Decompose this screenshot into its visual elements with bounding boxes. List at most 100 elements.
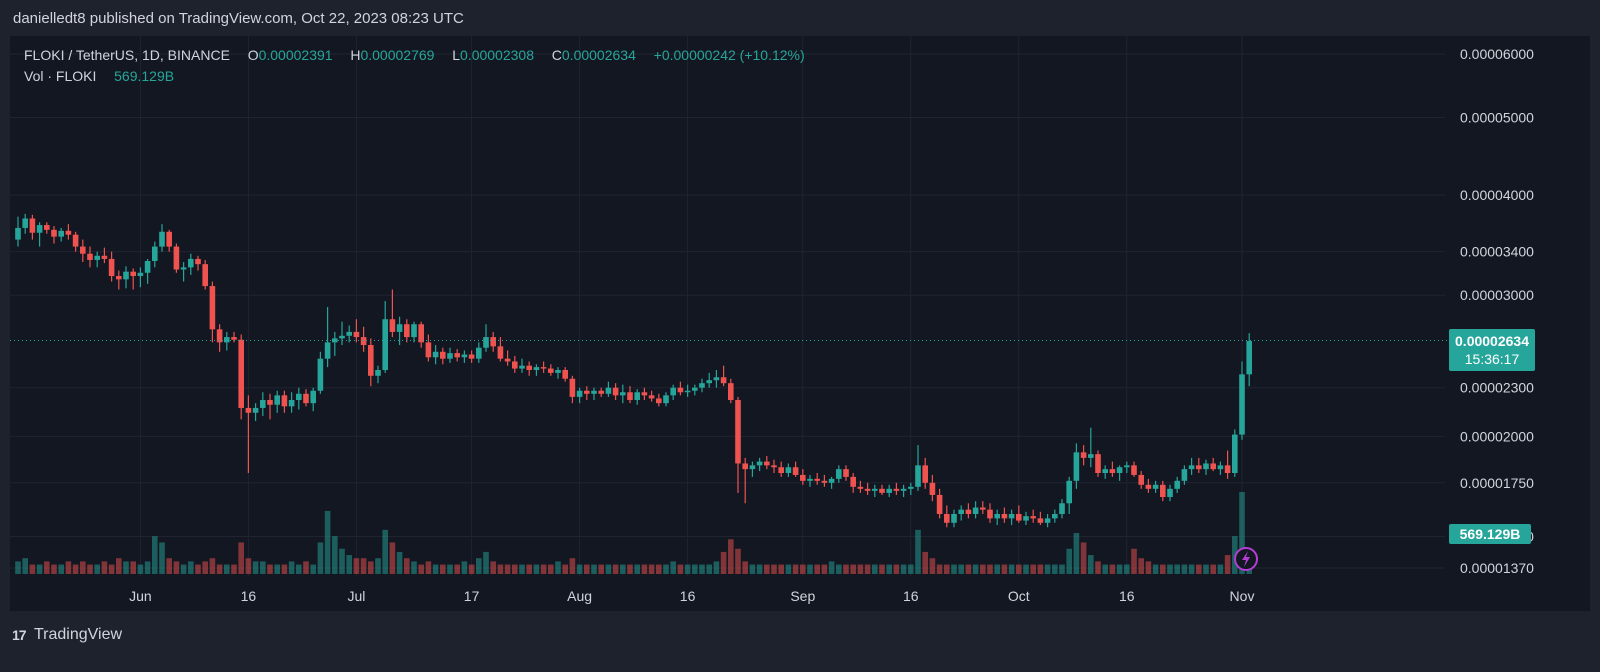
volume-bar xyxy=(814,564,820,574)
candle xyxy=(195,255,201,271)
candle xyxy=(332,331,338,356)
candle xyxy=(598,387,604,397)
candle xyxy=(965,503,972,519)
candle xyxy=(972,501,979,519)
candle xyxy=(699,378,705,393)
symbol-label[interactable]: FLOKI / TetherUS, 1D, BINANCE xyxy=(24,47,230,63)
lightning-bolt-icon[interactable] xyxy=(1234,547,1258,571)
volume-bar xyxy=(425,561,432,574)
countdown-label: 15:36:17 xyxy=(1465,351,1520,367)
low-value: 0.00002308 xyxy=(460,47,534,63)
volume-bar xyxy=(1044,564,1051,574)
volume-bar xyxy=(65,561,72,574)
volume-bar xyxy=(1152,564,1159,574)
volume-bar xyxy=(22,558,28,574)
time-axis[interactable]: Jun 16 Jul 17 Aug 16 Sep 16 Oct 16 Nov xyxy=(129,588,1254,604)
candle xyxy=(476,342,482,363)
candle xyxy=(72,231,79,252)
volume-bar xyxy=(260,561,266,574)
price-chart[interactable]: 0.00006000 0.00005000 0.00004000 0.00003400… xyxy=(10,36,1590,611)
candle xyxy=(58,227,64,242)
volume-bar xyxy=(123,561,129,574)
volume-bar xyxy=(224,564,230,574)
candle xyxy=(915,445,921,491)
candle xyxy=(1066,476,1072,514)
candle xyxy=(447,347,453,363)
candle xyxy=(396,316,403,346)
volume-badge xyxy=(1449,524,1531,544)
volume-bar xyxy=(641,564,648,574)
volume-bar xyxy=(562,564,568,574)
candle xyxy=(663,392,669,407)
candle xyxy=(173,243,180,273)
volume-bar xyxy=(375,558,381,574)
volume-bar xyxy=(1131,548,1137,574)
volume-bar xyxy=(1160,564,1166,574)
candle xyxy=(310,387,316,412)
volume-bar xyxy=(216,564,223,574)
candle xyxy=(677,381,684,396)
volume-bar xyxy=(288,561,295,574)
candle xyxy=(620,384,626,404)
volume-bar xyxy=(188,561,194,574)
volume-bar xyxy=(807,564,813,574)
candle xyxy=(584,386,590,401)
candle xyxy=(166,229,172,252)
candle xyxy=(634,389,640,405)
candle xyxy=(1001,507,1008,523)
close-value: 0.00002634 xyxy=(561,47,636,63)
price-tick-label: 0.00002300 xyxy=(1460,380,1534,396)
candle xyxy=(1160,480,1166,502)
volume-bar xyxy=(274,564,280,574)
candle xyxy=(238,334,244,420)
candle xyxy=(1095,450,1101,477)
open-value: 0.00002391 xyxy=(258,47,333,63)
candle xyxy=(44,222,50,234)
candle xyxy=(828,476,835,489)
axis-badges: 0.00002634 15:36:17 569.129B xyxy=(1449,329,1535,544)
volume-bar xyxy=(29,564,36,574)
volume-bar xyxy=(548,564,554,574)
candle xyxy=(742,457,748,504)
time-tick-label: Jul xyxy=(347,588,365,604)
volume-bar xyxy=(612,564,619,574)
candle xyxy=(116,270,122,290)
candle xyxy=(504,350,511,366)
candle xyxy=(548,364,554,376)
volume-bar xyxy=(1145,561,1152,574)
price-axis[interactable]: 0.00006000 0.00005000 0.00004000 0.00003400… xyxy=(1460,46,1534,576)
volume-bar xyxy=(936,564,943,574)
volume-bar xyxy=(1217,564,1224,574)
time-tick-label: Jun xyxy=(129,588,152,604)
candle xyxy=(267,393,273,420)
candle xyxy=(872,484,878,498)
candle xyxy=(648,390,655,402)
time-tick-label: Oct xyxy=(1008,588,1030,604)
candle xyxy=(1016,505,1022,523)
volume-bar xyxy=(1224,555,1231,574)
candle xyxy=(87,246,93,268)
volume-bar xyxy=(281,564,288,574)
candle xyxy=(857,480,864,493)
candle xyxy=(130,268,136,290)
volume-bar xyxy=(663,564,669,574)
volume-bar xyxy=(1116,564,1123,574)
volume-bar xyxy=(310,564,316,574)
volume-bar xyxy=(1066,548,1072,574)
candle xyxy=(1196,457,1202,474)
volume-bar xyxy=(461,561,468,574)
candle xyxy=(36,222,43,247)
volume-bar xyxy=(173,561,180,574)
candle xyxy=(152,241,158,268)
chart-panel[interactable]: 0.00006000 0.00005000 0.00004000 0.00003400… xyxy=(10,36,1590,611)
volume-bar xyxy=(1181,564,1188,574)
volume-bar xyxy=(137,564,144,574)
volume-label[interactable]: Vol · FLOKI xyxy=(24,68,97,84)
volume-bar xyxy=(1102,564,1108,574)
candle xyxy=(101,247,108,264)
candle xyxy=(605,381,612,397)
candle xyxy=(800,469,806,485)
volume-bar xyxy=(648,564,655,574)
volume-bar xyxy=(454,564,460,574)
candle xyxy=(1217,461,1224,475)
